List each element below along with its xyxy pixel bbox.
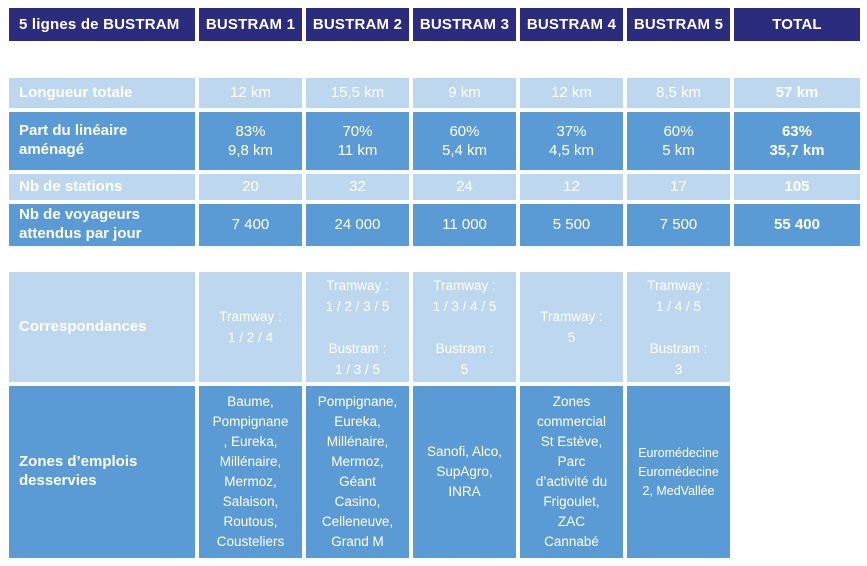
zones-cell: Euromédecine Euromédecine 2, MedVallée	[627, 386, 730, 558]
metric-cell: 32	[306, 174, 409, 200]
correspondances-cell: Tramway : 1 / 2 / 3 / 5 Bustram : 1 / 3 …	[306, 272, 409, 382]
metric-cell: 60% 5,4 km	[413, 112, 516, 170]
row-label: Nb de stations	[9, 174, 195, 200]
zones-cell: Zones commercial St Estève, Parc d’activ…	[520, 386, 623, 558]
metric-cell: 7 400	[199, 204, 302, 246]
metrics-row-4: Nb de voyageurs attendus par jour 7 400 24…	[9, 204, 860, 246]
metrics-row-3: Nb de stations 20 32 24 12 17 105	[9, 174, 860, 200]
zones-cell: Sanofi, Alco, SupAgro, INRA	[413, 386, 516, 558]
row-label: Longueur totale	[9, 78, 195, 108]
metric-cell: 37% 4,5 km	[520, 112, 623, 170]
metrics-row-2: Part du linéaire aménagé 83% 9,8 km 70% 11…	[9, 112, 860, 170]
metric-cell: 12 km	[199, 78, 302, 108]
metrics-table: Longueur totale 12 km 15,5 km 9 km 12 km 8,5 …	[9, 78, 860, 246]
metric-cell: 12 km	[520, 78, 623, 108]
column-header-bustram-1: BUSTRAM 1	[199, 8, 302, 41]
metric-cell: 15,5 km	[306, 78, 409, 108]
metric-cell: 105	[734, 174, 860, 200]
correspondances-cell: Tramway : 5	[520, 272, 623, 382]
metric-cell: 5 500	[520, 204, 623, 246]
column-header-bustram-4: BUSTRAM 4	[520, 8, 623, 41]
zones-row: Zones d’emplois desservies Baume, Pompign…	[9, 386, 730, 558]
title-row: 5 lignes de BUSTRAM BUSTRAM 1 BUSTRAM 2 BUS…	[9, 8, 860, 41]
correspondances-row: Correspondances Tramway : 1 / 2 / 4 Tramwa…	[9, 272, 730, 382]
zones-cell: Baume, Pompignane , Eureka, Millénaire, …	[199, 386, 302, 558]
column-header-bustram-6: TOTAL	[734, 8, 860, 41]
metric-cell: 55 400	[734, 204, 860, 246]
metric-cell: 12	[520, 174, 623, 200]
row-label: Correspondances	[9, 272, 195, 382]
metric-cell: 57 km	[734, 78, 860, 108]
metric-cell: 70% 11 km	[306, 112, 409, 170]
metric-cell: 20	[199, 174, 302, 200]
row-label: Zones d’emplois desservies	[9, 386, 195, 558]
table-title: 5 lignes de BUSTRAM	[9, 8, 195, 41]
connections-table: Correspondances Tramway : 1 / 2 / 4 Tramwa…	[9, 272, 730, 558]
row-label: Nb de voyageurs attendus par jour	[9, 204, 195, 246]
correspondances-cell: Tramway : 1 / 4 / 5 Bustram : 3	[627, 272, 730, 382]
metric-cell: 24	[413, 174, 516, 200]
metrics-row-1: Longueur totale 12 km 15,5 km 9 km 12 km 8,5 …	[9, 78, 860, 108]
correspondances-cell: Tramway : 1 / 3 / 4 / 5 Bustram : 5	[413, 272, 516, 382]
metric-cell: 60% 5 km	[627, 112, 730, 170]
metric-cell: 63% 35,7 km	[734, 112, 860, 170]
correspondances-cell: Tramway : 1 / 2 / 4	[199, 272, 302, 382]
metric-cell: 7 500	[627, 204, 730, 246]
row-label: Part du linéaire aménagé	[9, 112, 195, 170]
column-header-bustram-5: BUSTRAM 5	[627, 8, 730, 41]
column-header-bustram-2: BUSTRAM 2	[306, 8, 409, 41]
metric-cell: 83% 9,8 km	[199, 112, 302, 170]
metric-cell: 9 km	[413, 78, 516, 108]
zones-cell: Pompignane, Eureka, Millénaire, Mermoz, …	[306, 386, 409, 558]
metric-cell: 24 000	[306, 204, 409, 246]
metric-cell: 11 000	[413, 204, 516, 246]
metric-cell: 8,5 km	[627, 78, 730, 108]
metric-cell: 17	[627, 174, 730, 200]
column-header-bustram-3: BUSTRAM 3	[413, 8, 516, 41]
